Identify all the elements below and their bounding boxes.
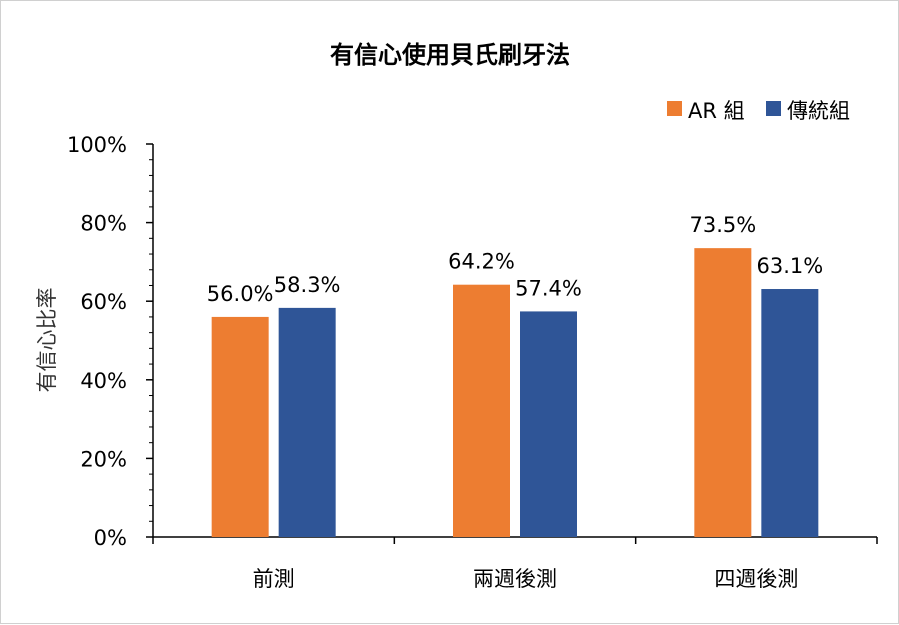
legend-swatch bbox=[766, 101, 781, 116]
y-tick-label: 100% bbox=[67, 133, 127, 157]
x-tick-label: 四週後測 bbox=[714, 567, 798, 591]
y-axis-label: 有信心比率 bbox=[35, 288, 59, 393]
y-tick-label: 60% bbox=[80, 290, 127, 314]
legend-entry: AR 組 bbox=[688, 99, 745, 123]
y-tick-label: 0% bbox=[94, 526, 127, 550]
data-labels: 56.0% 58.3% 64.2%57.4% 73.5%63.1% bbox=[207, 213, 823, 306]
data-label: 57.4% bbox=[515, 276, 582, 300]
y-tick-label: 80% bbox=[80, 212, 127, 236]
data-label: 63.1% bbox=[756, 254, 823, 278]
y-tick-label: 20% bbox=[80, 447, 127, 471]
data-label: 64.2% bbox=[448, 250, 515, 274]
data-label: 56.0% bbox=[207, 282, 274, 306]
legend: AR 組 傳統組 bbox=[667, 99, 850, 123]
axes: 0% 20% 40% 60% 80% 100% 前測 兩週後測 四週後測 bbox=[67, 133, 878, 591]
legend-entry: 傳統組 bbox=[787, 99, 850, 123]
bar bbox=[761, 289, 819, 537]
bar bbox=[211, 316, 269, 537]
chart-title: 有信心使用貝氏刷牙法 bbox=[330, 41, 570, 69]
data-label: 58.3% bbox=[274, 273, 341, 297]
x-tick-label: 前測 bbox=[253, 567, 295, 591]
bar bbox=[694, 248, 752, 537]
x-tick-label: 兩週後測 bbox=[473, 567, 557, 591]
bar bbox=[520, 311, 577, 537]
bar bbox=[278, 307, 336, 537]
bars bbox=[211, 248, 819, 537]
legend-swatch bbox=[667, 101, 682, 116]
y-tick-label: 40% bbox=[80, 369, 127, 393]
bar bbox=[453, 284, 510, 537]
data-label: 73.5% bbox=[689, 213, 756, 237]
